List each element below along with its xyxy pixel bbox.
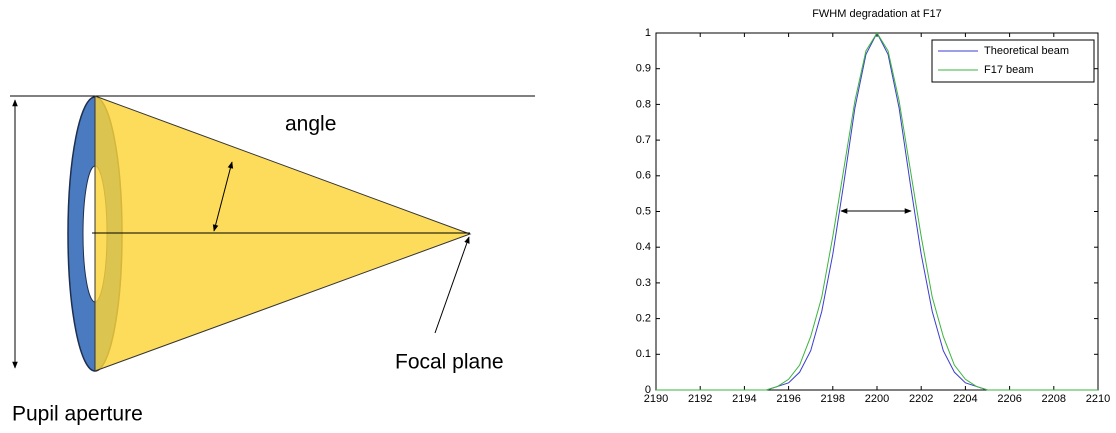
optics-diagram: angle Focal plane Pupil aperture — [10, 95, 535, 426]
y-tick-label: 0 — [645, 384, 651, 396]
chart-title: FWHM degradation at F17 — [812, 8, 942, 20]
aperture-label: Pupil aperture — [12, 403, 143, 426]
x-tick-label: 2198 — [821, 393, 845, 405]
y-tick-label: 1 — [645, 27, 651, 39]
x-tick-label: 2192 — [688, 393, 712, 405]
x-tick-label: 2204 — [953, 393, 977, 405]
y-tick-label: 0.8 — [636, 98, 651, 110]
x-tick-label: 2210 — [1086, 393, 1110, 405]
x-tick-label: 2194 — [732, 393, 756, 405]
angle-arrow — [212, 161, 234, 232]
x-tick-label: 2206 — [997, 393, 1021, 405]
legend-label: Theoretical beam — [984, 45, 1069, 57]
series-line — [656, 32, 1098, 391]
x-tick-label: 2200 — [865, 393, 889, 405]
y-tick-label: 0.9 — [636, 63, 651, 75]
x-tick-label: 2208 — [1042, 393, 1066, 405]
x-tick-label: 2196 — [776, 393, 800, 405]
y-tick-label: 0.4 — [636, 241, 651, 253]
y-tick-label: 0.6 — [636, 170, 651, 182]
focal-label: Focal plane — [395, 351, 504, 374]
y-tick-label: 0.1 — [636, 348, 651, 360]
y-tick-label: 0.3 — [636, 277, 651, 289]
angle-label: angle — [285, 113, 336, 136]
y-tick-label: 0.2 — [636, 313, 651, 325]
legend-label: F17 beam — [984, 64, 1034, 76]
y-tick-label: 0.5 — [636, 205, 651, 217]
y-tick-label: 0.7 — [636, 134, 651, 146]
x-tick-label: 2190 — [644, 393, 668, 405]
legend-box — [931, 39, 1095, 83]
focal-arrow — [434, 236, 470, 334]
x-tick-label: 2202 — [909, 393, 933, 405]
